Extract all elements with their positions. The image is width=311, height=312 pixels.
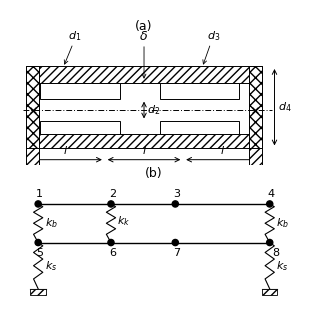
Text: 8: 8	[272, 248, 279, 258]
Text: $k_s$: $k_s$	[44, 259, 57, 273]
Bar	[40, 83, 120, 99]
Text: $k_b$: $k_b$	[44, 216, 58, 230]
Text: $l$: $l$	[142, 144, 146, 156]
Circle shape	[108, 239, 114, 246]
Bar	[160, 83, 239, 99]
Bar	[249, 148, 262, 165]
Bar	[262, 289, 277, 295]
Text: $d_4$: $d_4$	[278, 100, 291, 114]
Text: $\delta$: $\delta$	[140, 30, 149, 43]
Text: $k_k$: $k_k$	[118, 214, 131, 227]
Text: 6: 6	[109, 248, 116, 258]
Text: $l$: $l$	[63, 144, 68, 156]
Bar	[26, 66, 39, 148]
Circle shape	[267, 201, 273, 207]
Bar	[40, 121, 120, 134]
Text: 1: 1	[36, 189, 43, 199]
Circle shape	[172, 239, 179, 246]
Text: $d_1$: $d_1$	[68, 30, 81, 43]
Text: $d_3$: $d_3$	[207, 30, 220, 43]
Text: $d_2$: $d_2$	[147, 103, 160, 117]
Bar	[249, 66, 262, 148]
Circle shape	[35, 239, 41, 246]
Bar	[30, 289, 46, 295]
Text: $l$: $l$	[220, 144, 225, 156]
Text: 5: 5	[36, 248, 43, 258]
Text: 3: 3	[173, 189, 180, 199]
Text: 2: 2	[109, 189, 116, 199]
Text: 7: 7	[173, 248, 180, 258]
Circle shape	[35, 201, 41, 207]
Circle shape	[267, 239, 273, 246]
Bar	[26, 148, 39, 165]
Bar	[26, 134, 262, 148]
Circle shape	[108, 201, 114, 207]
Text: $k_b$: $k_b$	[276, 216, 289, 230]
Text: (a): (a)	[135, 20, 153, 33]
Bar	[26, 66, 262, 83]
Bar	[160, 121, 239, 134]
Text: 4: 4	[268, 189, 275, 199]
Text: (b): (b)	[145, 167, 163, 180]
Text: $k_s$: $k_s$	[276, 259, 289, 273]
Circle shape	[172, 201, 179, 207]
